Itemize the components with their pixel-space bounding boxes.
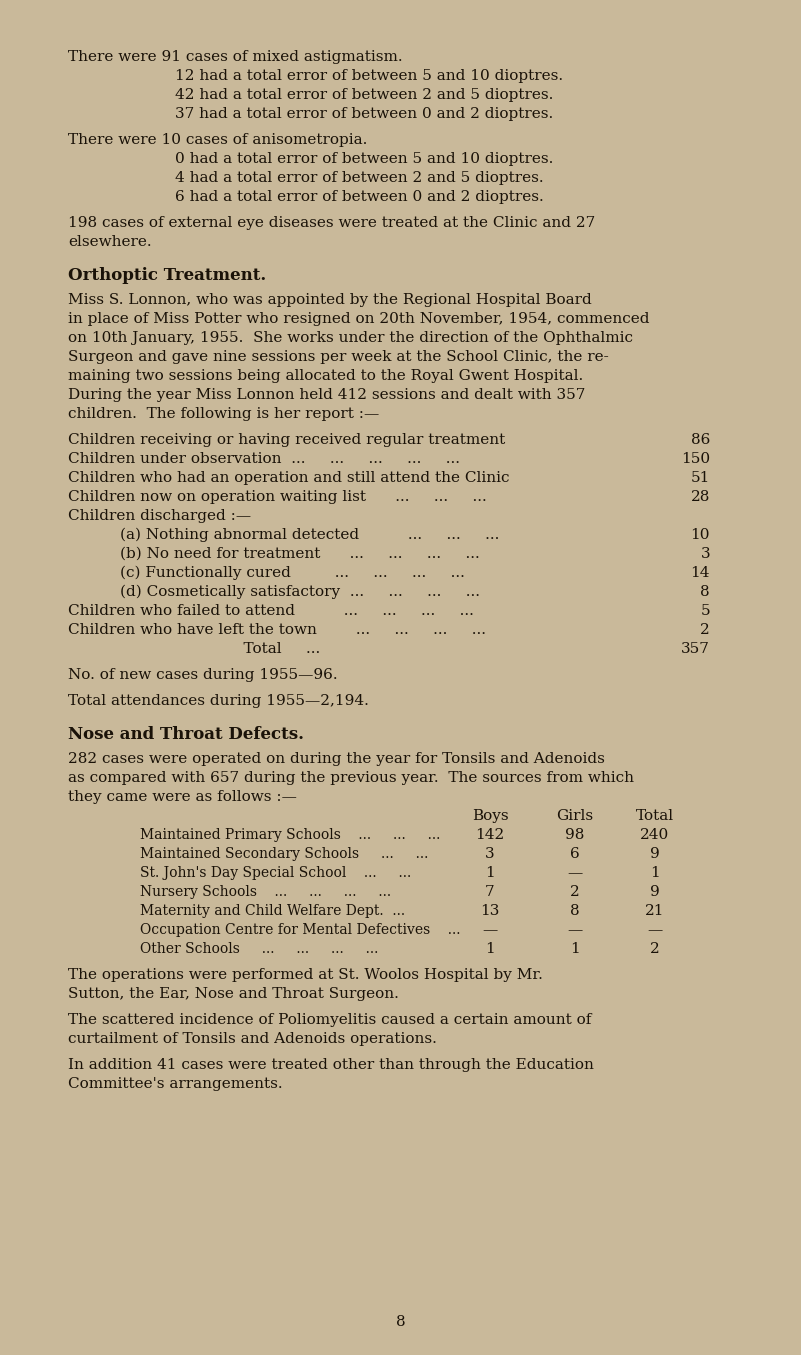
Text: Occupation Centre for Mental Defectives    ...: Occupation Centre for Mental Defectives … — [140, 923, 461, 938]
Text: 8: 8 — [700, 585, 710, 599]
Text: in place of Miss Potter who resigned on 20th November, 1954, commenced: in place of Miss Potter who resigned on … — [68, 312, 650, 327]
Text: 8: 8 — [570, 904, 580, 917]
Text: Total     ...: Total ... — [68, 642, 320, 656]
Text: 282 cases were operated on during the year for Tonsils and Adenoids: 282 cases were operated on during the ye… — [68, 752, 605, 766]
Text: —: — — [567, 866, 582, 879]
Text: —: — — [647, 923, 662, 938]
Text: 28: 28 — [690, 491, 710, 504]
Text: on 10th January, 1955.  She works under the direction of the Ophthalmic: on 10th January, 1955. She works under t… — [68, 331, 633, 346]
Text: 10: 10 — [690, 528, 710, 542]
Text: —: — — [567, 923, 582, 938]
Text: Committee's arrangements.: Committee's arrangements. — [68, 1077, 283, 1091]
Text: maining two sessions being allocated to the Royal Gwent Hospital.: maining two sessions being allocated to … — [68, 369, 583, 383]
Text: 4 had a total error of between 2 and 5 dioptres.: 4 had a total error of between 2 and 5 d… — [175, 171, 544, 186]
Text: 14: 14 — [690, 566, 710, 580]
Text: (b) No need for treatment      ...     ...     ...     ...: (b) No need for treatment ... ... ... ..… — [120, 547, 480, 561]
Text: (a) Nothing abnormal detected          ...     ...     ...: (a) Nothing abnormal detected ... ... ..… — [120, 528, 499, 542]
Text: Miss S. Lonnon, who was appointed by the Regional Hospital Board: Miss S. Lonnon, who was appointed by the… — [68, 293, 592, 308]
Text: 1: 1 — [485, 866, 495, 879]
Text: In addition 41 cases were treated other than through the Education: In addition 41 cases were treated other … — [68, 1058, 594, 1072]
Text: Orthoptic Treatment.: Orthoptic Treatment. — [68, 267, 266, 285]
Text: Children now on operation waiting list      ...     ...     ...: Children now on operation waiting list .… — [68, 491, 487, 504]
Text: No. of new cases during 1955—96.: No. of new cases during 1955—96. — [68, 668, 338, 682]
Text: 357: 357 — [681, 642, 710, 656]
Text: children.  The following is her report :—: children. The following is her report :— — [68, 406, 379, 421]
Text: as compared with 657 during the previous year.  The sources from which: as compared with 657 during the previous… — [68, 771, 634, 785]
Text: Children who failed to attend          ...     ...     ...     ...: Children who failed to attend ... ... ..… — [68, 604, 474, 618]
Text: Surgeon and gave nine sessions per week at the School Clinic, the re-: Surgeon and gave nine sessions per week … — [68, 350, 609, 364]
Text: 13: 13 — [481, 904, 500, 917]
Text: 42 had a total error of between 2 and 5 dioptres.: 42 had a total error of between 2 and 5 … — [175, 88, 553, 102]
Text: Total: Total — [636, 809, 674, 822]
Text: The scattered incidence of Poliomyelitis caused a certain amount of: The scattered incidence of Poliomyelitis… — [68, 1014, 591, 1027]
Text: 142: 142 — [475, 828, 505, 841]
Text: Children discharged :—: Children discharged :— — [68, 509, 252, 523]
Text: 1: 1 — [570, 942, 580, 957]
Text: 1: 1 — [485, 942, 495, 957]
Text: St. John's Day Special School    ...     ...: St. John's Day Special School ... ... — [140, 866, 411, 879]
Text: 21: 21 — [646, 904, 665, 917]
Text: 98: 98 — [566, 828, 585, 841]
Text: 5: 5 — [700, 604, 710, 618]
Text: During the year Miss Lonnon held 412 sessions and dealt with 357: During the year Miss Lonnon held 412 ses… — [68, 388, 586, 402]
Text: Nose and Throat Defects.: Nose and Throat Defects. — [68, 726, 304, 743]
Text: There were 91 cases of mixed astigmatism.: There were 91 cases of mixed astigmatism… — [68, 50, 403, 64]
Text: 2: 2 — [570, 885, 580, 898]
Text: 3: 3 — [485, 847, 495, 860]
Text: 0 had a total error of between 5 and 10 dioptres.: 0 had a total error of between 5 and 10 … — [175, 152, 553, 167]
Text: they came were as follows :—: they came were as follows :— — [68, 790, 297, 804]
Text: 6: 6 — [570, 847, 580, 860]
Text: —: — — [482, 923, 497, 938]
Text: elsewhere.: elsewhere. — [68, 234, 151, 249]
Text: Nursery Schools    ...     ...     ...     ...: Nursery Schools ... ... ... ... — [140, 885, 391, 898]
Text: Children who had an operation and still attend the Clinic: Children who had an operation and still … — [68, 472, 509, 485]
Text: (c) Functionally cured         ...     ...     ...     ...: (c) Functionally cured ... ... ... ... — [120, 566, 465, 580]
Text: 3: 3 — [700, 547, 710, 561]
Text: (d) Cosmetically satisfactory  ...     ...     ...     ...: (d) Cosmetically satisfactory ... ... ..… — [120, 585, 480, 599]
Text: Children receiving or having received regular treatment: Children receiving or having received re… — [68, 434, 505, 447]
Text: 1: 1 — [650, 866, 660, 879]
Text: 12 had a total error of between 5 and 10 dioptres.: 12 had a total error of between 5 and 10… — [175, 69, 563, 83]
Text: 7: 7 — [485, 885, 495, 898]
Text: 8: 8 — [396, 1314, 405, 1329]
Text: 9: 9 — [650, 847, 660, 860]
Text: Children under observation  ...     ...     ...     ...     ...: Children under observation ... ... ... .… — [68, 453, 460, 466]
Text: Sutton, the Ear, Nose and Throat Surgeon.: Sutton, the Ear, Nose and Throat Surgeon… — [68, 986, 399, 1001]
Text: 86: 86 — [690, 434, 710, 447]
Text: 198 cases of external eye diseases were treated at the Clinic and 27: 198 cases of external eye diseases were … — [68, 215, 595, 230]
Text: Total attendances during 1955—2,194.: Total attendances during 1955—2,194. — [68, 694, 369, 709]
Text: 150: 150 — [681, 453, 710, 466]
Text: 2: 2 — [700, 623, 710, 637]
Text: Maintained Secondary Schools     ...     ...: Maintained Secondary Schools ... ... — [140, 847, 429, 860]
Text: Girls: Girls — [557, 809, 594, 822]
Text: curtailment of Tonsils and Adenoids operations.: curtailment of Tonsils and Adenoids oper… — [68, 1033, 437, 1046]
Text: Children who have left the town        ...     ...     ...     ...: Children who have left the town ... ... … — [68, 623, 486, 637]
Text: 6 had a total error of between 0 and 2 dioptres.: 6 had a total error of between 0 and 2 d… — [175, 190, 544, 205]
Text: Other Schools     ...     ...     ...     ...: Other Schools ... ... ... ... — [140, 942, 378, 957]
Text: 37 had a total error of between 0 and 2 dioptres.: 37 had a total error of between 0 and 2 … — [175, 107, 553, 121]
Text: 2: 2 — [650, 942, 660, 957]
Text: Maternity and Child Welfare Dept.  ...: Maternity and Child Welfare Dept. ... — [140, 904, 405, 917]
Text: There were 10 cases of anisometropia.: There were 10 cases of anisometropia. — [68, 133, 368, 146]
Text: 51: 51 — [690, 472, 710, 485]
Text: The operations were performed at St. Woolos Hospital by Mr.: The operations were performed at St. Woo… — [68, 967, 543, 982]
Text: 240: 240 — [640, 828, 670, 841]
Text: Boys: Boys — [472, 809, 509, 822]
Text: Maintained Primary Schools    ...     ...     ...: Maintained Primary Schools ... ... ... — [140, 828, 441, 841]
Text: 9: 9 — [650, 885, 660, 898]
